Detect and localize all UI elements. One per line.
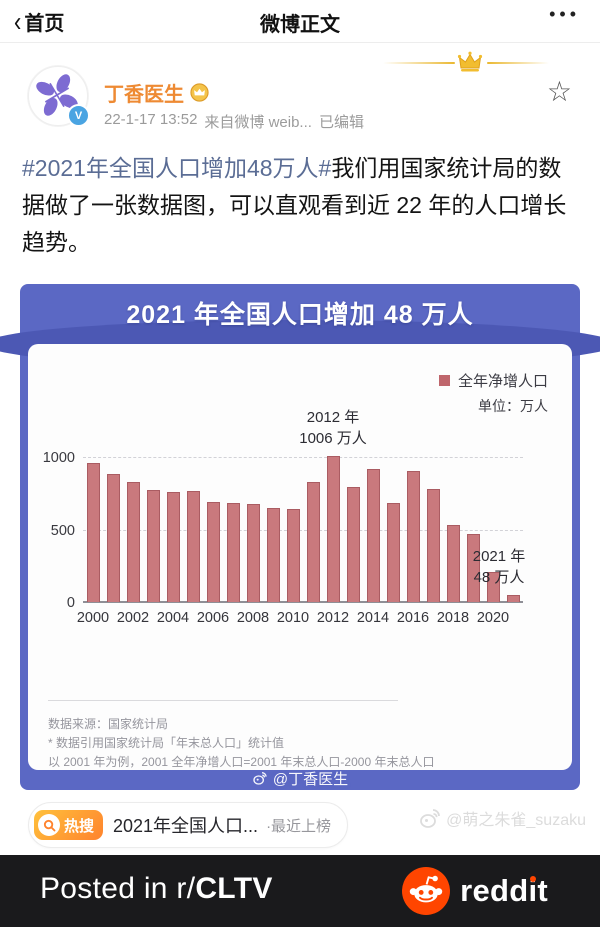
crown-line-left: [383, 62, 455, 64]
legend-label: 全年净增人口: [457, 373, 548, 390]
hot-badge-label: 热搜: [64, 817, 95, 835]
hot-search-chip[interactable]: 热搜 2021年全国人口... ·最近上榜: [28, 802, 349, 848]
chart-image[interactable]: 2021 年全国人口增加 48 万人 全年净增人口 单位：万人 0 500 1000…: [0, 284, 600, 790]
back-label: 首页: [24, 13, 65, 35]
crown-icon: [457, 51, 483, 72]
reddit-banner: Posted in r/CLTV reddit: [0, 855, 600, 927]
search-icon: [38, 814, 60, 836]
bar-2000: [86, 463, 100, 602]
chart-author-watermark: @丁香医生: [20, 767, 580, 789]
bar-2015: [386, 503, 400, 602]
post-meta: 22-1-17 13:52 来自微博 weib... 已编辑: [104, 111, 364, 132]
y-tick-0: 0: [66, 595, 75, 611]
chart-plot: 0 500 1000 2000 2002 2004 2006 2008 2010 2012 2014…: [43, 409, 526, 626]
x-tick-2000: 2000: [76, 610, 110, 626]
post-source[interactable]: 来自微博 weib...: [204, 114, 312, 131]
gridline-1000: [83, 457, 523, 458]
bar-2006: [206, 501, 220, 602]
reddit-caption-prefix: Posted in r/: [40, 872, 196, 905]
footnote-citation: * 数据引用国家统计局「年末总人口」统计值: [48, 736, 285, 750]
bar-2019: [466, 534, 480, 602]
footnote-example: 以 2001 年为例，2001 全年净增人口=2001 年末总人口-2000 年…: [48, 755, 435, 769]
x-tick-2016: 2016: [396, 610, 430, 626]
reddit-logo-icon: [402, 867, 451, 915]
bar-2021: [506, 595, 520, 602]
annotation-2012: 2012 年 1006 万人: [299, 409, 367, 448]
chart-panel: 全年净增人口 单位：万人 0 500 1000 2000 2002 2004 2006 200…: [28, 344, 572, 770]
weibo-icon: [420, 809, 441, 828]
x-tick-2010: 2010: [276, 610, 310, 626]
gridline-500: [83, 529, 523, 531]
post-timestamp: 22-1-17 13:52: [104, 111, 198, 128]
chart-watermark-text: @丁香医生: [272, 770, 349, 788]
favorite-star-icon[interactable]: ☆: [546, 76, 572, 107]
gold-member-badge-icon: [190, 83, 209, 102]
chart-footnotes: 数据来源：国家统计局 * 数据引用国家统计局「年末总人口」统计值 以 2001 …: [48, 715, 556, 772]
bar-2012: [326, 456, 340, 602]
bar-2003: [146, 489, 160, 602]
post-edited-label: 已编辑: [318, 114, 364, 131]
weibo-icon: [253, 772, 267, 785]
screenshot-watermark-text: @萌之朱雀_suzaku: [446, 812, 586, 829]
bar-2001: [106, 473, 120, 602]
username-link[interactable]: 丁香医生: [104, 78, 209, 107]
bar-2004: [166, 491, 180, 602]
bar-2020: [486, 572, 500, 602]
x-tick-2014: 2014: [356, 610, 390, 626]
chart-title: 2021 年全国人口增加 48 万人: [126, 301, 474, 329]
gridline-0: [83, 601, 523, 603]
x-tick-2006: 2006: [196, 610, 230, 626]
hot-search-status: ·最近上榜: [266, 817, 332, 835]
reddit-wordmark: reddit: [460, 873, 548, 909]
bar-2005: [186, 490, 200, 602]
bar-2007: [226, 503, 240, 602]
avatar[interactable]: V: [28, 66, 90, 127]
x-tick-2008: 2008: [236, 610, 270, 626]
legend-swatch: [438, 375, 450, 386]
hashtag-link[interactable]: #2021年全国人口增加48万人#: [22, 155, 332, 181]
bar-2009: [266, 508, 280, 602]
bar-2002: [126, 482, 140, 602]
back-chevron-icon: ‹: [14, 5, 22, 37]
unit-label: 单位：万人: [478, 398, 548, 414]
reddit-caption: Posted in r/CLTV: [40, 872, 273, 906]
back-button[interactable]: ‹ 首页: [14, 5, 65, 37]
x-tick-2012: 2012: [316, 610, 350, 626]
bar-2014: [366, 469, 380, 602]
reddit-brand: reddit: [402, 867, 548, 915]
crown-line-right: [487, 62, 549, 64]
y-tick-1000: 1000: [42, 450, 75, 466]
bar-2008: [246, 504, 260, 602]
x-tick-2002: 2002: [116, 610, 150, 626]
x-tick-2020: 2020: [476, 610, 510, 626]
bar-2018: [446, 525, 460, 602]
x-tick-2018: 2018: [436, 610, 470, 626]
verified-badge: V: [67, 104, 90, 127]
post-body-text: 我们用国家统计局的数据做了一张数据图，可以直观看到近 22 年的人口增长趋势。: [22, 155, 567, 255]
hot-search-badge: 热搜: [34, 810, 104, 840]
chart-legend: 全年净增人口: [438, 370, 548, 391]
username-text: 丁香医生: [104, 84, 184, 106]
bar-2010: [286, 509, 300, 602]
more-options-icon[interactable]: •••: [549, 4, 580, 24]
crown-decoration: [383, 50, 555, 76]
subreddit-name: CLTV: [195, 872, 273, 905]
bar-2011: [306, 482, 320, 602]
screenshot-watermark: @萌之朱雀_suzaku: [418, 806, 586, 830]
bar-2016: [406, 470, 420, 602]
reddit-i-dot: [530, 876, 537, 882]
page-title: 微博正文: [260, 14, 340, 36]
bar-2013: [346, 486, 360, 602]
footnote-source: 数据来源：国家统计局: [48, 717, 169, 731]
footnote-divider: [48, 700, 398, 701]
hot-search-title: 2021年全国人口...: [113, 816, 259, 836]
y-tick-500: 500: [50, 522, 75, 539]
bar-2017: [426, 489, 440, 602]
post-body: #2021年全国人口增加48万人#我们用国家统计局的数据做了一张数据图，可以直观…: [22, 150, 580, 261]
annotation-2021: 2021 年 48 万人: [472, 548, 526, 587]
top-nav-bar: ‹ 首页 微博正文 •••: [0, 0, 600, 43]
x-tick-2004: 2004: [156, 610, 190, 626]
